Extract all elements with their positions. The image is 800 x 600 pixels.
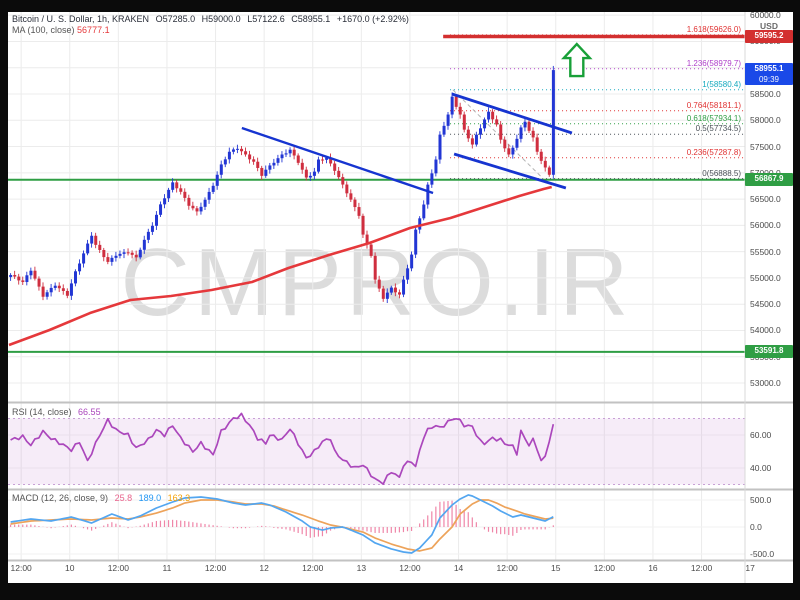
time-axis-label[interactable]: 12:00 (496, 563, 518, 573)
price-axis-currency: USD (760, 21, 778, 31)
low-value: L57122.6 (247, 14, 285, 24)
ma-study-row[interactable]: MA (100, close) 56777.1 (12, 25, 110, 35)
fib-level-label[interactable]: 0.764(58181.1) (686, 100, 741, 110)
time-axis-label[interactable]: 13 (356, 563, 367, 573)
price-axis-label[interactable]: 60000.0 (750, 10, 781, 21)
trendline-flag-bottom[interactable] (453, 152, 567, 190)
time-axis-label[interactable]: 12:00 (10, 563, 32, 573)
price-axis-label[interactable]: 56000.0 (750, 220, 781, 231)
time-axis-label[interactable]: 11 (162, 563, 172, 573)
time-axis-label[interactable]: 15 (551, 563, 561, 573)
macd-axis-label[interactable]: -500.0 (750, 549, 775, 559)
badge-price: 56867.9 (754, 174, 784, 184)
fib-level-label[interactable]: 1.236(58979.7) (686, 58, 741, 68)
badge-price: 53591.8 (754, 346, 784, 356)
time-axis-label[interactable]: 12:00 (690, 563, 713, 573)
rsi-axis-label[interactable]: 40.00 (750, 463, 772, 473)
trendline-flag-top[interactable] (451, 92, 573, 135)
time-axis-label[interactable]: 12:00 (204, 563, 227, 573)
price-pane[interactable] (8, 34, 745, 353)
rsi-value: 66.55 (78, 407, 101, 417)
macd-line-value: 189.0 (138, 493, 162, 503)
fib-level-label[interactable]: 0.5(57734.5) (695, 124, 741, 134)
price-axis-label[interactable]: 58000.0 (750, 115, 781, 126)
candles-layer[interactable] (9, 65, 555, 304)
price-axis-label[interactable]: 57500.0 (750, 141, 781, 152)
tradingview-chart[interactable]: CMPRO.IR Bitcoin / U. S. Dollar, 1h, KRA… (8, 10, 793, 583)
macd-line (10, 494, 554, 554)
high-value: H59000.0 (201, 14, 241, 24)
macd-axis-label[interactable]: 500.0 (750, 495, 772, 505)
price-axis-label[interactable]: 53000.0 (750, 378, 781, 389)
time-axis-label[interactable]: 14 (453, 563, 464, 573)
fib-retracement[interactable] (450, 34, 745, 180)
price-badge[interactable]: 56867.9 (745, 173, 793, 187)
badge-countdown: 09:39 (758, 75, 780, 85)
close-value: C58955.1 (291, 14, 331, 24)
time-axis-label[interactable]: 16 (648, 563, 658, 573)
price-axis-label[interactable]: 54500.0 (750, 299, 781, 310)
badge-price: 59595.2 (754, 30, 784, 40)
symbol-title[interactable]: Bitcoin / U. S. Dollar, 1h, KRAKEN (12, 14, 150, 24)
rsi-axis-label[interactable]: 60.00 (750, 430, 772, 440)
time-axis-label[interactable]: 12:00 (302, 563, 324, 573)
price-axis-label[interactable]: 56500.0 (750, 194, 781, 205)
price-badge[interactable]: 53591.8 (745, 345, 793, 359)
open-value: O57285.0 (155, 14, 196, 24)
rsi-label: RSI (14, close) (12, 407, 72, 417)
macd-signal-value: 163.3 (167, 493, 191, 503)
price-axis-label[interactable]: 58500.0 (750, 89, 781, 99)
symbol-header: Bitcoin / U. S. Dollar, 1h, KRAKEN O5728… (12, 14, 413, 24)
macd-pane[interactable] (9, 494, 554, 554)
price-badge[interactable]: 59595.2 (745, 29, 793, 43)
price-badge[interactable]: 58955.1 09:39 (745, 63, 793, 86)
rsi-line (10, 412, 555, 485)
price-axis-label[interactable]: 55000.0 (750, 272, 781, 283)
watermark: CMPRO.IR (120, 229, 633, 336)
time-axis-label[interactable]: 10 (65, 563, 75, 573)
time-axis-label[interactable]: 12:00 (399, 563, 421, 573)
price-axis-label[interactable]: 57000.0 (750, 168, 781, 178)
ma-value: 56777.1 (77, 25, 110, 35)
rsi-study-row[interactable]: RSI (14, close) 66.55 (12, 407, 105, 417)
price-axis-label[interactable]: 55500.0 (750, 246, 781, 257)
change-value: +1670.0 (+2.92%) (336, 14, 409, 24)
chart-canvas[interactable] (8, 12, 793, 583)
time-axis-label[interactable]: 12:00 (593, 563, 615, 573)
macd-study-row[interactable]: MACD (12, 26, close, 9) 25.8 189.0 163.3 (12, 493, 194, 503)
time-axis-label[interactable]: 12 (259, 563, 269, 573)
price-axis-label[interactable]: 54000.0 (750, 325, 781, 336)
fib-level-label[interactable]: 0.618(57934.1) (686, 113, 741, 123)
ma-100-line[interactable] (8, 185, 553, 347)
fib-level-label[interactable]: 0(56888.5) (702, 168, 741, 178)
ma-label: MA (100, close) (12, 25, 75, 35)
trendline-descending-resistance[interactable] (241, 126, 434, 195)
macd-hist-value: 25.8 (114, 493, 133, 503)
time-axis-label[interactable]: 17 (745, 563, 755, 573)
macd-label: MACD (12, 26, close, 9) (12, 493, 109, 503)
fib-level-label[interactable]: 0.236(57287.8) (686, 147, 741, 157)
badge-price: 58955.1 (754, 64, 784, 74)
fib-level-label[interactable]: 1(58580.4) (702, 79, 741, 89)
fib-level-label[interactable]: 1.618(59626.0) (686, 24, 741, 34)
up-arrow-icon[interactable] (561, 42, 593, 78)
time-axis-label[interactable]: 12:00 (107, 563, 129, 573)
rsi-pane[interactable] (8, 412, 745, 485)
macd-axis-label[interactable]: 0.0 (750, 522, 762, 532)
